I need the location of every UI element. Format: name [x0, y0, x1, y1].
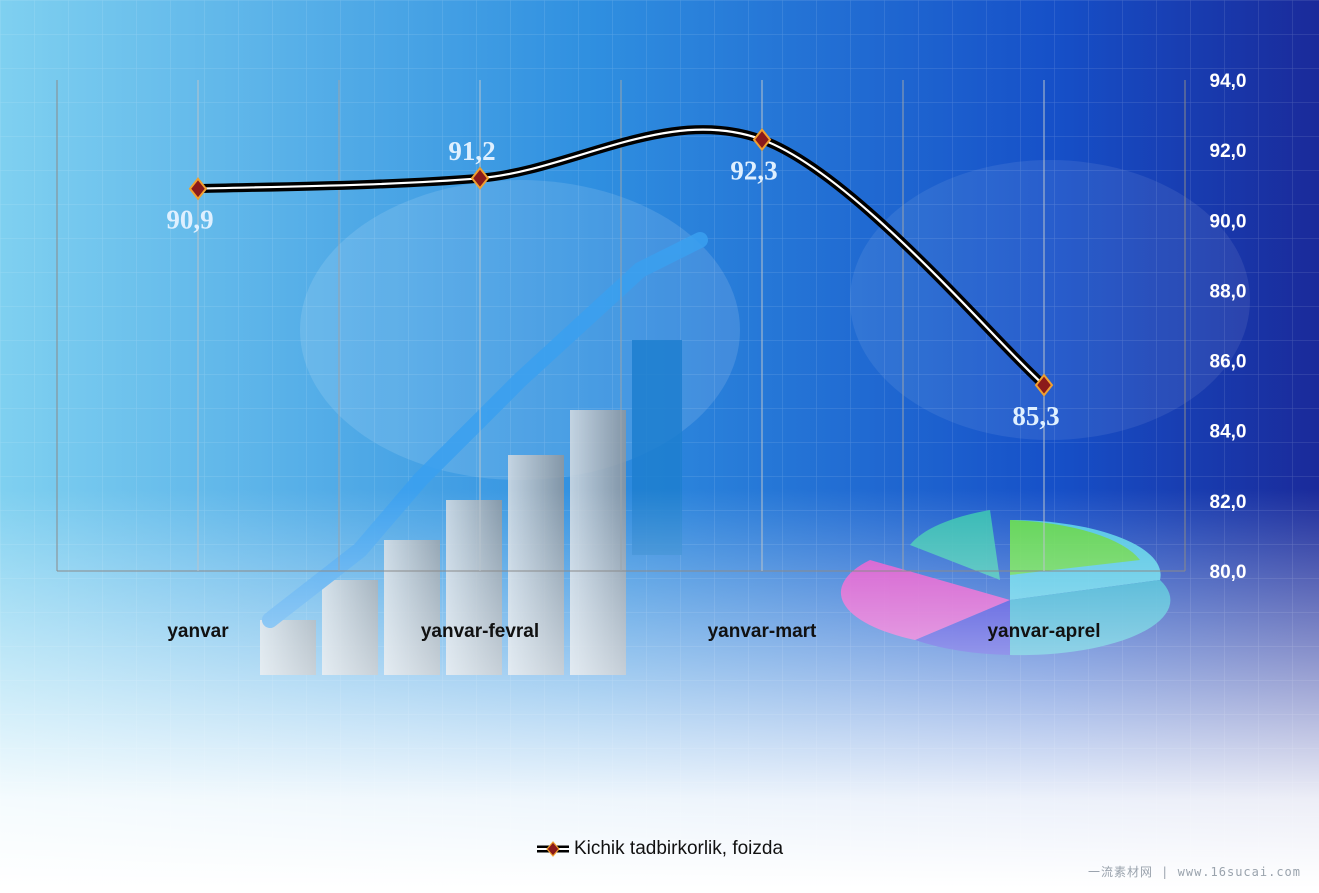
data-label: 91,2 — [448, 136, 495, 166]
y-tick-label: 80,0 — [1210, 562, 1247, 583]
x-axis-labels: yanvar yanvar-fevral yanvar-mart yanvar-apr… — [167, 621, 1100, 642]
series-line-highlight — [196, 128, 1046, 387]
y-tick-label: 94,0 — [1210, 71, 1247, 92]
series-markers — [188, 128, 1054, 397]
data-labels: 90,9 91,2 92,3 85,3 — [166, 136, 1059, 431]
y-tick-label: 84,0 — [1210, 422, 1247, 443]
x-tick-label: yanvar-fevral — [421, 621, 539, 642]
data-label: 85,3 — [1012, 401, 1059, 431]
legend-label: Kichik tadbirkorlik, foizda — [573, 838, 784, 859]
y-tick-label: 90,0 — [1210, 211, 1247, 232]
data-point-marker — [470, 166, 490, 190]
data-point-marker — [1034, 373, 1054, 397]
y-tick-label: 92,0 — [1210, 141, 1247, 162]
x-tick-label: yanvar-aprel — [987, 621, 1100, 642]
data-point-marker — [752, 128, 772, 152]
series-line-group — [193, 125, 1049, 390]
grid-lines — [197, 80, 1045, 571]
legend-swatch-icon — [536, 841, 569, 857]
y-tick-label: 88,0 — [1210, 281, 1247, 302]
data-point-marker — [188, 177, 208, 201]
x-tick-label: yanvar — [167, 621, 229, 642]
watermark-text: 一流素材网 | www.16sucai.com — [1087, 865, 1301, 879]
data-label: 92,3 — [730, 156, 777, 186]
x-tick-label: yanvar-mart — [708, 621, 817, 642]
y-axis-ticks: 80,0 82,0 84,0 86,0 88,0 90,0 92,0 94,0 — [1210, 71, 1247, 583]
chart-legend: Kichik tadbirkorlik, foizda — [0, 838, 1319, 860]
y-tick-label: 82,0 — [1210, 492, 1247, 513]
data-label: 90,9 — [166, 205, 213, 235]
y-tick-label: 86,0 — [1210, 352, 1247, 373]
